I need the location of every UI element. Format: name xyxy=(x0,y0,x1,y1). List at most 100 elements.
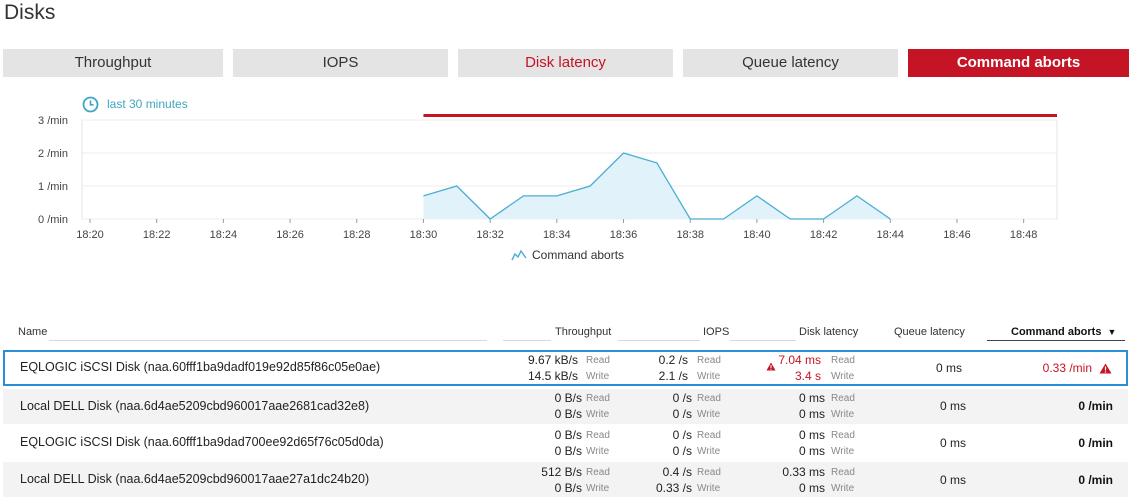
read-label: Read xyxy=(586,467,610,478)
header-divider xyxy=(618,340,700,341)
read-label: Read xyxy=(586,393,610,404)
read-label: Read xyxy=(697,467,721,478)
column-name[interactable]: Name xyxy=(18,326,48,338)
header-divider xyxy=(730,340,796,341)
x-tick-label: 18:20 xyxy=(76,229,104,241)
command-aborts: 0 /min xyxy=(1078,473,1113,487)
throughput-write: 0 B/s xyxy=(554,444,582,458)
iops-read: 0.4 /s xyxy=(662,465,692,479)
sorted-column-underline xyxy=(987,340,1125,341)
iops-read: 0 /s xyxy=(672,391,692,405)
read-label: Read xyxy=(586,430,610,441)
x-tick-label: 18:26 xyxy=(276,229,304,241)
disk-name[interactable]: Local DELL Disk (naa.6d4ae5209cbd960017a… xyxy=(20,399,370,413)
x-tick-label: 18:40 xyxy=(743,229,771,241)
write-label: Write xyxy=(586,483,610,494)
table-row[interactable]: Local DELL Disk (naa.6d4ae5209cbd960017a… xyxy=(3,389,1128,424)
throughput-read: 9.67 kB/s xyxy=(527,353,578,367)
write-label: Write xyxy=(697,371,721,382)
table-row[interactable]: EQLOGIC iSCSI Disk (naa.60fff1ba9dadf019… xyxy=(3,350,1128,386)
clock-icon xyxy=(82,96,99,112)
column-throughput[interactable]: Throughput xyxy=(555,326,612,338)
x-tick-label: 18:42 xyxy=(810,229,838,241)
write-label: Write xyxy=(697,483,721,494)
write-label: Write xyxy=(831,371,855,382)
throughput-read: 512 B/s xyxy=(541,465,582,479)
table-row[interactable]: Local DELL Disk (naa.6d4ae5209cbd960017a… xyxy=(3,462,1128,497)
column-disk-latency[interactable]: Disk latency xyxy=(799,326,859,338)
x-tick-label: 18:30 xyxy=(410,229,438,241)
iops-write: 0 /s xyxy=(672,444,692,458)
queue-latency: 0 ms xyxy=(939,436,966,450)
write-label: Write xyxy=(586,409,610,420)
latency-read: 7.04 ms xyxy=(778,353,821,367)
sort-desc-icon: ▼ xyxy=(1107,327,1117,337)
x-tick-label: 18:46 xyxy=(943,229,971,241)
header-divider xyxy=(49,340,487,341)
latency-read: 0 ms xyxy=(798,428,825,442)
area-chart-icon xyxy=(511,249,527,261)
iops-write: 0.33 /s xyxy=(655,481,692,495)
latency-read: 0 ms xyxy=(798,391,825,405)
aborts-warning-icon xyxy=(1099,363,1112,374)
x-tick-label: 18:24 xyxy=(210,229,238,241)
page-title: Disks xyxy=(4,1,56,24)
queue-latency: 0 ms xyxy=(935,361,962,375)
metric-tabs: Throughput IOPS Disk latency Queue laten… xyxy=(3,49,1129,77)
timeframe-label: last 30 minutes xyxy=(107,97,188,111)
legend-series-name: Command aborts xyxy=(532,248,625,262)
write-label: Write xyxy=(586,446,610,457)
column-queue-latency[interactable]: Queue latency xyxy=(894,326,965,338)
series-area xyxy=(423,153,891,219)
chart-legend[interactable]: Command aborts xyxy=(511,248,624,262)
command-aborts-chart: 0 /min 1 /min 2 /min 3 /min 18:20 18:22 18:24 1… xyxy=(38,114,1058,241)
disk-name[interactable]: EQLOGIC iSCSI Disk (naa.60fff1ba9dadf019… xyxy=(20,360,381,374)
x-tick-label: 18:28 xyxy=(343,229,371,241)
timeframe-selector[interactable]: last 30 minutes xyxy=(82,95,188,113)
read-label: Read xyxy=(697,393,721,404)
throughput-read: 0 B/s xyxy=(554,391,582,405)
x-tick-label: 18:36 xyxy=(610,229,638,241)
read-label: Read xyxy=(586,355,610,366)
iops-read: 0 /s xyxy=(672,428,692,442)
read-label: Read xyxy=(831,355,855,366)
y-tick-label: 3 /min xyxy=(38,115,68,127)
latency-write: 0 ms xyxy=(798,481,825,495)
command-aborts: 0 /min xyxy=(1078,399,1113,413)
column-command-aborts[interactable]: Command aborts ▼ xyxy=(1011,326,1116,338)
x-tick-label: 18:32 xyxy=(476,229,504,241)
tab-disk-latency[interactable]: Disk latency xyxy=(458,49,673,77)
latency-write: 0 ms xyxy=(798,407,825,421)
command-aborts: 0.33 /min xyxy=(1042,361,1092,375)
latency-write: 3.4 s xyxy=(794,369,821,383)
column-command-aborts-label: Command aborts xyxy=(1011,326,1102,338)
write-label: Write xyxy=(697,446,721,457)
tab-queue-latency[interactable]: Queue latency xyxy=(683,49,898,77)
latency-warning-icon xyxy=(766,362,776,371)
throughput-write: 0 B/s xyxy=(554,481,582,495)
read-label: Read xyxy=(831,430,855,441)
throughput-read: 0 B/s xyxy=(554,428,582,442)
column-iops[interactable]: IOPS xyxy=(703,326,730,338)
table-row[interactable]: EQLOGIC iSCSI Disk (naa.60fff1ba9dad700e… xyxy=(3,425,1128,460)
latency-write: 0 ms xyxy=(798,444,825,458)
x-tick-label: 18:34 xyxy=(543,229,571,241)
disk-name[interactable]: EQLOGIC iSCSI Disk (naa.60fff1ba9dad700e… xyxy=(20,435,384,449)
read-label: Read xyxy=(831,467,855,478)
write-label: Write xyxy=(831,483,855,494)
command-aborts: 0 /min xyxy=(1078,436,1113,450)
x-tick-label: 18:48 xyxy=(1010,229,1038,241)
header-divider xyxy=(503,340,551,341)
disk-name[interactable]: Local DELL Disk (naa.6d4ae5209cbd960017a… xyxy=(20,472,370,486)
write-label: Write xyxy=(831,409,855,420)
throughput-write: 0 B/s xyxy=(554,407,582,421)
tab-command-aborts[interactable]: Command aborts xyxy=(908,49,1129,77)
iops-write: 0 /s xyxy=(672,407,692,421)
tab-iops[interactable]: IOPS xyxy=(233,49,448,77)
y-tick-label: 0 /min xyxy=(38,214,68,226)
x-tick-label: 18:44 xyxy=(877,229,905,241)
tab-throughput[interactable]: Throughput xyxy=(3,49,223,77)
write-label: Write xyxy=(831,446,855,457)
iops-read: 0.2 /s xyxy=(658,353,688,367)
read-label: Read xyxy=(697,430,721,441)
